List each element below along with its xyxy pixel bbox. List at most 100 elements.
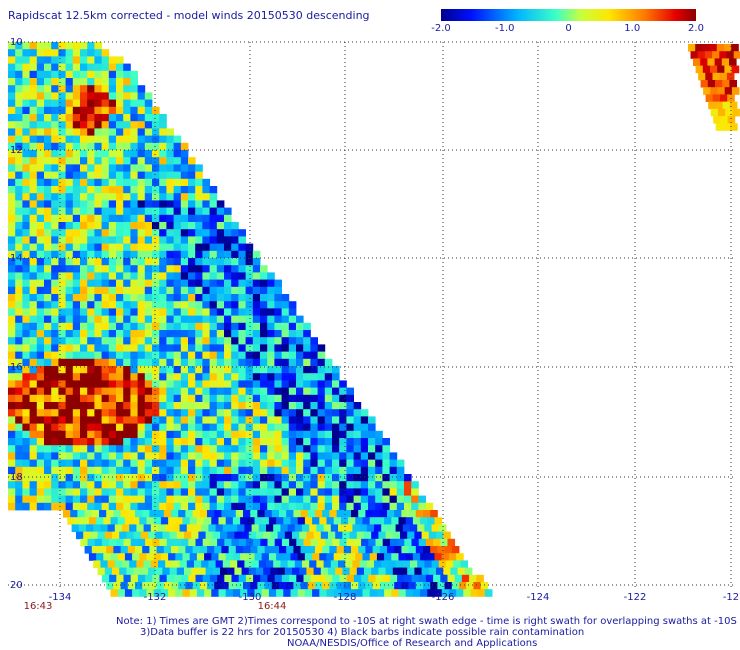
swath-cell [22, 337, 30, 345]
swath-cell [368, 445, 376, 453]
swath-cell [415, 582, 424, 590]
swath-cell [202, 272, 210, 280]
swath-cell [51, 200, 59, 208]
swath-cell [44, 70, 52, 79]
swath-cell [195, 236, 203, 244]
swath-cell [94, 402, 102, 410]
swath-cell [700, 80, 709, 88]
swath-cell [51, 380, 59, 388]
swath-cell [36, 78, 45, 86]
swath-cell [296, 416, 304, 424]
swath-cell [137, 200, 146, 208]
swath-cell [274, 322, 282, 331]
swath-cell [94, 438, 102, 446]
swath-cell [288, 474, 297, 482]
swath-cell [398, 553, 407, 561]
swath-cell [162, 567, 170, 576]
swath-cell [231, 222, 239, 230]
swath-cell [137, 236, 146, 244]
swath-cell [303, 466, 311, 475]
swath-cell [36, 164, 45, 172]
swath-cell [340, 589, 349, 597]
swath-cell [184, 567, 192, 576]
swath-time-label: 16:44 [258, 601, 287, 612]
swath-cell [387, 582, 395, 590]
swath-cell [88, 517, 97, 525]
swath-cell [317, 481, 326, 489]
swath-cell [231, 380, 239, 388]
swath-cell [123, 243, 131, 252]
swath-cell [279, 546, 287, 554]
swath-cell [188, 474, 196, 482]
swath-cell [65, 337, 74, 345]
swath-cell [44, 265, 52, 273]
swath-cell [22, 258, 30, 266]
swath-cell [353, 495, 362, 504]
swath-cell [267, 373, 275, 381]
swath-cell [94, 243, 102, 252]
swath-cell [72, 229, 81, 237]
swath-cell [22, 272, 30, 280]
swath-cell [244, 524, 252, 532]
swath-cell [110, 589, 119, 597]
swath-cell [159, 416, 167, 424]
swath-cell [358, 582, 366, 590]
swath-cell [144, 214, 153, 223]
swath-cell [209, 387, 218, 396]
swath-cell [248, 567, 257, 576]
swath-cell [80, 272, 88, 280]
swath-cell [360, 495, 369, 504]
footnote-line-1: Note: 1) Times are GMT 2)Times correspon… [116, 616, 737, 627]
swath-cell [271, 546, 280, 554]
swath-cell [22, 322, 30, 331]
swath-cell [408, 546, 417, 554]
swath-cell [87, 106, 95, 115]
swath-cell [51, 85, 59, 93]
swath-cell [173, 258, 182, 266]
swath-cell [72, 366, 81, 374]
swath-cell [116, 92, 124, 100]
swath-cell [205, 531, 214, 540]
swath-cell [22, 157, 30, 165]
swath-cell [123, 502, 131, 511]
swath-cell [51, 265, 59, 273]
swath-cell [324, 430, 333, 439]
swath-cell [122, 560, 130, 568]
swath-cell [204, 553, 212, 561]
swath-cell [65, 200, 74, 208]
swath-cell [366, 560, 375, 568]
swath-cell [123, 272, 131, 280]
swath-cell [159, 164, 167, 172]
swath-cell [310, 488, 318, 496]
swath-cell [209, 272, 218, 280]
swath-cell [44, 207, 52, 216]
swath-cell [224, 229, 232, 237]
swath-cell [188, 466, 196, 475]
swath-cell [324, 358, 333, 367]
swath-cell [58, 380, 66, 388]
swath-cell [137, 171, 146, 180]
swath-cell [87, 272, 95, 280]
swath-cell [72, 495, 81, 504]
swath-cell [181, 538, 189, 547]
swath-cell [188, 330, 196, 338]
swath-cell [216, 265, 225, 273]
swath-cell [238, 380, 246, 388]
swath-cell [166, 214, 174, 223]
swath-cell [144, 272, 153, 280]
swath-cell [137, 301, 146, 309]
swath-cell [389, 488, 398, 496]
swath-cell [36, 207, 45, 216]
swath-cell [216, 308, 225, 316]
swath-cell [260, 481, 268, 489]
swath-cell [339, 387, 347, 396]
swath-cell [307, 546, 316, 554]
swath-cell [123, 279, 131, 288]
swath-cell [22, 315, 30, 324]
swath-cell [182, 517, 191, 525]
swath-cell [144, 430, 153, 439]
swath-cell [77, 510, 85, 518]
swath-cell [58, 337, 66, 345]
swath-cell [195, 301, 203, 309]
swath-cell [80, 538, 88, 547]
